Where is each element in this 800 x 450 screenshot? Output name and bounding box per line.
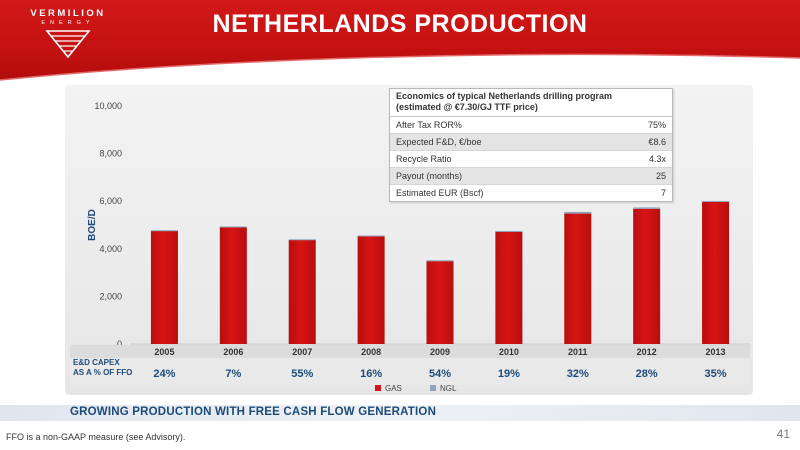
bar-ngl [426,260,454,262]
economics-row: Payout (months) 25 [390,168,672,185]
legend-swatch [375,385,381,391]
tagline: GROWING PRODUCTION WITH FREE CASH FLOW G… [70,406,437,418]
y-tick-label: 6,000 [99,196,122,206]
legend-label: NGL [440,384,457,393]
economics-row-value: 75% [647,120,666,130]
legend-swatch [430,385,436,391]
economics-title-line2: (estimated @ €7.30/GJ TTF price) [396,102,538,112]
bar-gas [357,236,385,344]
tagline-bar [0,405,800,421]
x-tick-label: 2007 [292,347,312,357]
capex-value: 32% [567,368,589,380]
capex-label: E&D CAPEX AS A % OF FFO [73,358,132,378]
logo-sub: ENERGY [41,20,95,26]
page-number: 41 [776,427,790,441]
economics-row: Estimated EUR (Bscf) 7 [390,185,672,201]
economics-title: Economics of typical Netherlands drillin… [390,89,672,117]
bar-gas [288,239,316,344]
bar-ngl [150,230,178,232]
capex-value: 55% [291,368,313,380]
x-tick-label: 2006 [223,347,243,357]
bar-gas [426,261,454,344]
economics-table: Economics of typical Netherlands drillin… [389,88,673,202]
capex-value: 28% [636,368,658,380]
x-tick-label: 2012 [637,347,657,357]
capex-value: 16% [360,368,382,380]
page-title: NETHERLANDS PRODUCTION [212,10,588,38]
bar-ngl [288,239,316,241]
economics-title-line1: Economics of typical Netherlands drillin… [396,91,613,101]
capex-label-line1: E&D CAPEX [73,358,120,367]
x-tick-label: 2013 [706,347,726,357]
y-tick-label: 0 [117,339,122,349]
capex-value: 7% [225,368,241,380]
y-axis-label: BOE/D [87,209,98,241]
bar-ngl [633,207,661,209]
bar-ngl [357,235,385,237]
capex-value: 19% [498,368,520,380]
economics-row-value: 4.3x [648,154,666,164]
bar-gas [564,213,592,344]
bar-gas [702,201,730,344]
bar-gas [150,230,178,344]
economics-row: Recycle Ratio 4.3x [390,151,672,168]
x-tick-label: 2011 [568,347,588,357]
footnote: FFO is a non-GAAP measure (see Advisory)… [6,432,186,442]
bar-ngl [219,226,247,228]
economics-row-value: 25 [655,171,666,181]
logo-name: VERMILION [30,8,106,19]
capex-value: 24% [153,368,175,380]
x-tick-label: 2008 [361,347,381,357]
economics-row: After Tax ROR% 75% [390,117,672,134]
economics-row-value: €8.6 [648,137,666,147]
bar-gas [633,208,661,344]
y-tick-label: 2,000 [99,291,122,301]
bar-ngl [495,230,523,232]
economics-row-label: Payout (months) [396,171,463,181]
logo-emblem-icon [45,30,91,59]
x-label-band [70,345,750,358]
economics-row-value: 7 [660,188,666,198]
capex-band [70,359,750,385]
y-tick-label: 10,000 [94,101,122,111]
economics-row: Expected F&D, €/boe €8.6 [390,134,672,151]
economics-row-label: Expected F&D, €/boe [396,137,482,147]
x-tick-label: 2005 [154,347,174,357]
legend-label: GAS [385,384,402,393]
y-tick-label: 8,000 [99,149,122,159]
economics-row-label: Recycle Ratio [396,154,452,164]
economics-row-label: After Tax ROR% [396,120,462,130]
bar-gas [495,231,523,344]
capex-value: 54% [429,368,451,380]
bar-gas [219,227,247,344]
bar-ngl [702,200,730,202]
economics-row-label: Estimated EUR (Bscf) [396,188,484,198]
x-tick-label: 2010 [499,347,519,357]
bar-ngl [564,211,592,214]
company-logo: VERMILION ENERGY [18,6,118,68]
capex-label-line2: AS A % OF FFO [73,368,133,377]
y-tick-label: 4,000 [99,244,122,254]
capex-value: 35% [705,368,727,380]
x-tick-label: 2009 [430,347,450,357]
